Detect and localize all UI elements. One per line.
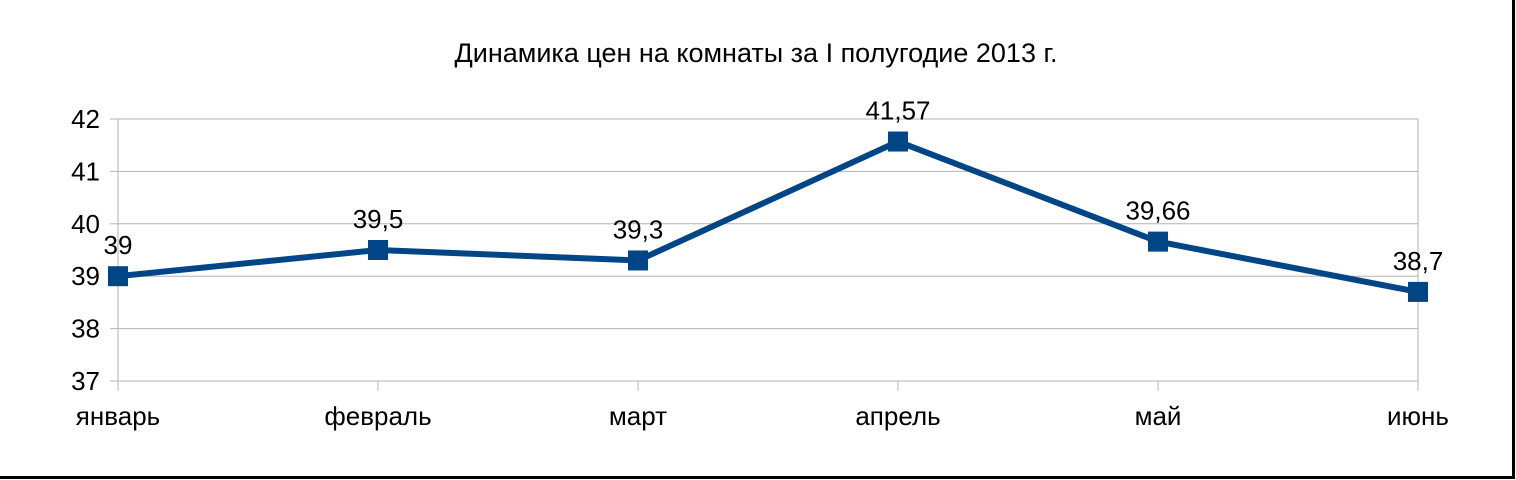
data-point (628, 250, 648, 271)
y-axis-ticks: 37 38 39 40 41 42 (71, 104, 100, 396)
y-tick-label: 42 (71, 104, 100, 134)
data-label: 39 (104, 230, 133, 260)
data-label: 38,7 (1393, 246, 1444, 276)
x-category-label: июнь (1387, 401, 1449, 431)
data-point (888, 131, 908, 152)
x-category-label: январь (76, 401, 160, 431)
series-line (117, 138, 1419, 295)
y-tick-label: 38 (71, 314, 100, 344)
y-tick-label: 40 (71, 209, 100, 239)
grid-lines (118, 118, 1418, 330)
data-point (368, 240, 388, 260)
x-category-label: апрель (855, 401, 940, 431)
x-category-label: май (1135, 401, 1182, 431)
data-point (1148, 231, 1168, 252)
data-label: 39,5 (353, 204, 404, 234)
x-axis-categories: январь февраль март апрель май июнь (76, 401, 1449, 431)
axes (110, 118, 1419, 391)
x-category-label: февраль (324, 401, 431, 431)
data-label: 41,57 (865, 96, 930, 126)
y-tick-label: 41 (71, 156, 100, 186)
x-category-label: март (609, 401, 667, 431)
data-label: 39,3 (613, 214, 664, 244)
y-tick-label: 39 (71, 261, 100, 291)
chart-title: Динамика цен на комнаты за I полугодие 2… (454, 38, 1057, 68)
data-labels: 39 39,5 39,3 41,57 39,66 38,7 (104, 96, 1444, 276)
y-tick-label: 37 (71, 366, 100, 396)
data-label: 39,66 (1125, 196, 1190, 226)
data-point (108, 266, 128, 287)
series-layer (108, 131, 1428, 302)
data-point (1408, 281, 1428, 302)
